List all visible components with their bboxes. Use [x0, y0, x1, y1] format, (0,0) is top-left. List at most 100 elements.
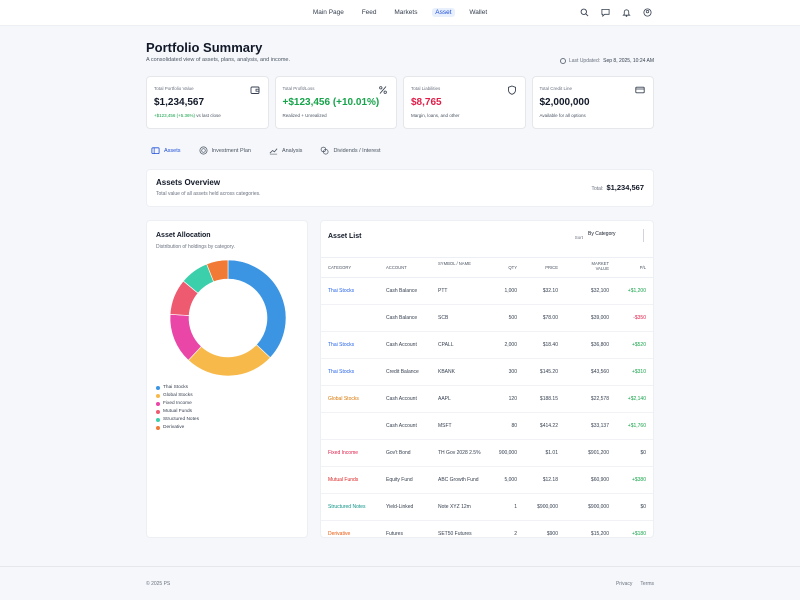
column-header-qty[interactable]: Qty — [508, 265, 517, 270]
last-updated-label: Last Updated: — [568, 58, 601, 64]
table-row[interactable]: Cash Balance SCB 500 $78.00 $39,000 -$350 — [321, 305, 653, 332]
nav-link-main-page[interactable]: Main Page — [312, 9, 344, 16]
tab-label: Assets — [164, 147, 181, 154]
cell-symbol: PTT — [438, 287, 448, 294]
cell-market-value: $43,560 — [590, 368, 609, 375]
nav-link-wallet[interactable]: Wallet — [469, 9, 488, 16]
cell-price: $145.20 — [539, 368, 558, 375]
card-label: Total Liabilities — [411, 86, 441, 91]
donut-slice-thai-stocks[interactable] — [227, 259, 287, 359]
cell-pl: -$350 — [633, 314, 646, 321]
tab-investment-plan[interactable]: Investment Plan — [199, 146, 251, 157]
table-header: Category Account Symbol / Name Qty Price… — [321, 257, 653, 278]
cell-category[interactable]: Thai Stocks — [328, 287, 355, 294]
cell-price: $188.15 — [539, 395, 558, 402]
search-icon[interactable] — [580, 8, 589, 17]
cell-account: Credit Balance — [386, 368, 419, 375]
cell-symbol: SCB — [438, 314, 449, 321]
cell-price: $78.00 — [542, 314, 558, 321]
cell-qty: 80 — [511, 422, 517, 429]
table-row[interactable]: Thai Stocks Cash Account CPALL 2,000 $18.40 $… — [321, 332, 653, 359]
cell-price: $900,000 — [537, 503, 558, 510]
percent-icon — [378, 85, 388, 95]
cell-pl: +$380 — [631, 476, 646, 483]
cell-qty: 2,000 — [504, 341, 517, 348]
cell-market-value: $60,900 — [590, 476, 609, 483]
cell-price: $12.18 — [542, 476, 558, 483]
nav-link-asset[interactable]: Asset — [432, 8, 455, 17]
footer-link-privacy[interactable]: Privacy — [615, 581, 633, 587]
coins-icon — [321, 146, 329, 155]
table-row[interactable]: Derivative Futures SET50 Futures 2 $900 $15,2… — [321, 521, 653, 537]
sort-select[interactable]: By Category — [584, 229, 644, 242]
card-note-change: +$123,456 (+5.36%) — [154, 113, 196, 118]
nav-icons — [580, 8, 652, 17]
cell-category[interactable]: Fixed Income — [328, 449, 359, 456]
cell-market-value: $15,200 — [590, 530, 609, 537]
cell-account: Futures — [386, 530, 403, 537]
cell-pl: +$310 — [631, 368, 646, 375]
cell-price: $32.10 — [542, 287, 558, 294]
legend-dot — [156, 417, 160, 422]
table-row[interactable]: Thai Stocks Credit Balance KBANK 300 $145.20… — [321, 359, 653, 386]
wallet-icon — [250, 85, 260, 95]
cell-market-value: $900,000 — [588, 503, 609, 510]
cell-market-value: $39,000 — [590, 314, 609, 321]
cell-qty: 900,000 — [498, 449, 517, 456]
cell-symbol: AAPL — [438, 395, 451, 402]
cell-pl: +$520 — [631, 341, 646, 348]
nav-link-markets[interactable]: Markets — [394, 9, 418, 16]
card-label: Total Credit Line — [539, 86, 573, 91]
page-subtitle: A consolidated view of assets, plans, an… — [146, 57, 290, 63]
card-total-portfolio-value: Total Portfolio Value $1,234,567 +$123,4… — [146, 76, 269, 129]
nav-link-feed[interactable]: Feed — [361, 9, 377, 16]
user-icon[interactable] — [643, 8, 652, 17]
cell-symbol: Note XYZ 12m — [438, 503, 471, 510]
column-header-market-value[interactable]: Market Value — [591, 261, 609, 271]
cell-category[interactable]: Structured Notes — [328, 503, 366, 510]
allocation-title: Asset Allocation — [156, 232, 211, 239]
card-value: $1,234,567 — [154, 97, 205, 108]
column-header-account[interactable]: Account — [386, 265, 407, 270]
cell-qty: 1 — [514, 503, 517, 510]
overview-total-value: $1,234,567 — [606, 183, 644, 192]
cell-pl: +$1,200 — [627, 287, 646, 294]
last-updated-value: Sep 8, 2025, 10:24 AM — [603, 58, 654, 64]
cell-pl: $0 — [640, 449, 646, 456]
cell-qty: 500 — [508, 314, 517, 321]
legend-label: Mutual Funds — [163, 409, 193, 414]
footer-link-terms[interactable]: Terms — [640, 581, 654, 587]
column-header-price[interactable]: Price — [545, 265, 558, 270]
table-row[interactable]: Thai Stocks Cash Balance PTT 1,000 $32.10 $32… — [321, 278, 653, 305]
bell-icon[interactable] — [622, 8, 631, 17]
table-row[interactable]: Fixed Income Gov't Bond TH Gov 2028 2.5% 90… — [321, 440, 653, 467]
table-row[interactable]: Structured Notes Yield-Linked Note XYZ 12m… — [321, 494, 653, 521]
top-nav: Main Page Feed Markets Asset Wallet — [0, 0, 800, 26]
wallet-icon — [151, 147, 160, 155]
cell-account: Cash Account — [386, 395, 417, 402]
column-header-pl[interactable]: P/L — [639, 265, 646, 270]
assets-overview: Assets Overview Total value of all asset… — [146, 169, 654, 207]
cell-category[interactable]: Derivative — [328, 530, 351, 537]
donut-slice-global-stocks[interactable] — [187, 344, 271, 377]
table-row[interactable]: Cash Account MSFT 80 $414.22 $33,137 +$1,760 — [321, 413, 653, 440]
cell-category[interactable]: Thai Stocks — [328, 368, 355, 375]
cell-category[interactable]: Mutual Funds — [328, 476, 359, 483]
tab-assets[interactable]: Assets — [151, 146, 181, 157]
legend-dot — [156, 425, 160, 430]
card-icon — [635, 85, 645, 95]
cell-category[interactable]: Thai Stocks — [328, 341, 355, 348]
legend-item: Fixed Income — [156, 401, 232, 406]
cell-market-value: $32,100 — [590, 287, 609, 294]
chat-icon[interactable] — [601, 8, 610, 17]
cell-category[interactable]: Global Stocks — [328, 395, 359, 402]
table-row[interactable]: Global Stocks Cash Account AAPL 120 $188.15 $… — [321, 386, 653, 413]
legend-item: Mutual Funds — [156, 409, 232, 414]
tab-dividends-interest[interactable]: Dividends / Interest — [320, 146, 381, 157]
column-header-category[interactable]: Category — [328, 265, 352, 270]
legend-label: Thai Stocks — [163, 385, 189, 390]
column-header-symbol[interactable]: Symbol / Name — [438, 261, 471, 266]
donut-slice-derivative[interactable] — [206, 259, 229, 283]
table-row[interactable]: Mutual Funds Equity Fund ABC Growth Fund 5,… — [321, 467, 653, 494]
tab-analysis[interactable]: Analysis — [269, 146, 302, 157]
